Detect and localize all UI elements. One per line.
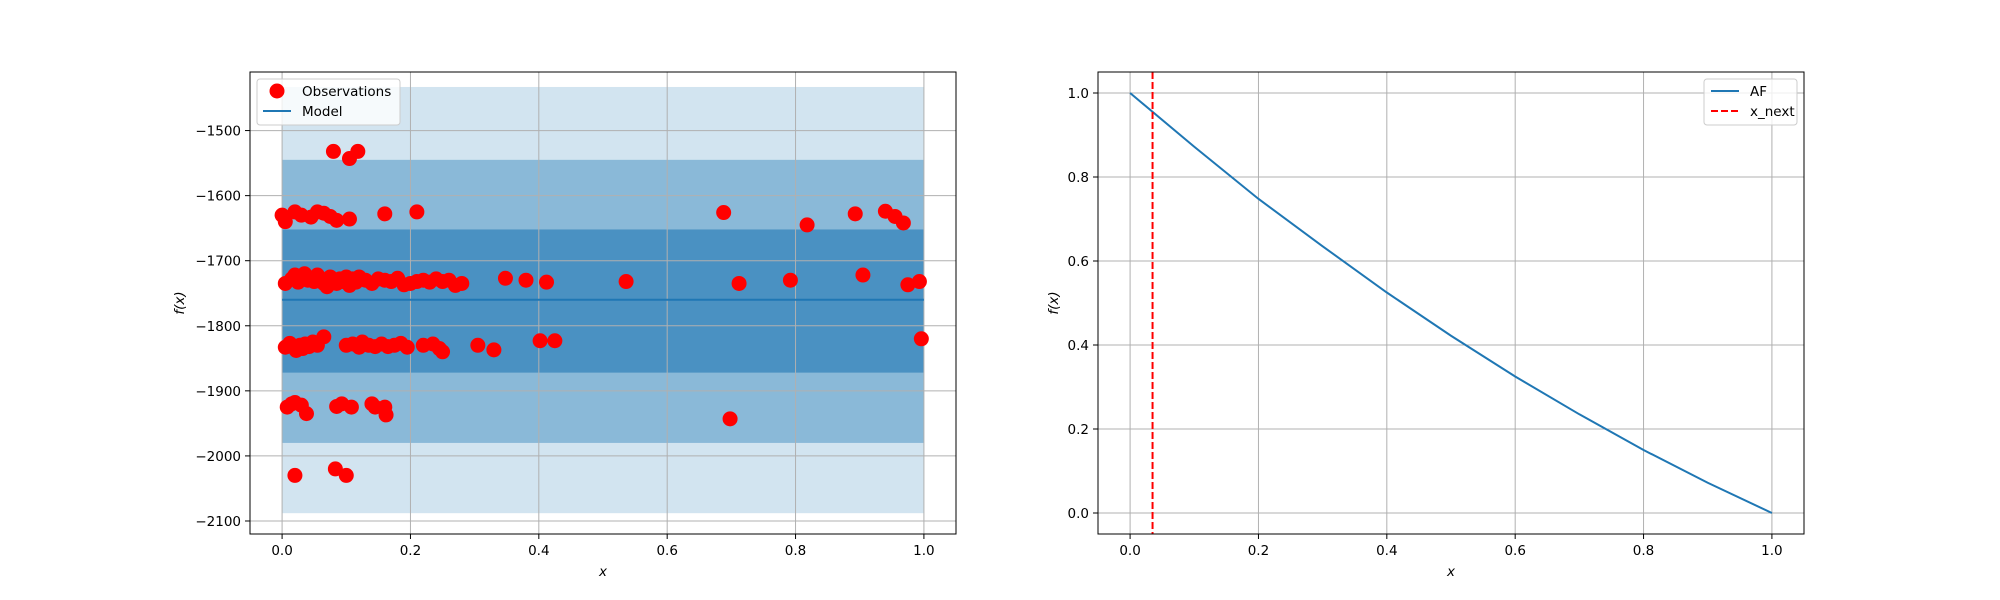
x-tick-label: 0.2 [400,543,421,559]
observation-point [547,333,563,349]
legend-label-x-next: x_next [1750,104,1795,120]
y-tick-label: −2000 [195,449,241,465]
observation-point [341,211,357,227]
observation-point [900,277,916,293]
y-axis-label: f(x) [172,291,188,314]
observation-point [454,275,470,291]
observation-point [378,407,394,423]
observation-point [847,206,863,222]
y-tick-label: 0.6 [1068,254,1089,270]
observation-point [716,205,732,221]
x-axis-label: x [1446,564,1456,580]
observation-point [470,337,486,353]
legend: AF x_next [1703,78,1798,126]
y-tick-label: 0.0 [1068,506,1089,522]
x-tick-label: 1.0 [913,543,934,559]
observation-point [298,406,314,422]
y-axis-ticks: 0.0 0.2 0.4 0.6 0.8 1.0 [1068,86,1098,522]
observation-point [377,206,393,222]
observation-point [799,217,815,233]
observation-point [338,467,354,483]
observation-point [327,461,343,477]
observation-point [277,214,293,230]
af-line [1129,92,1773,514]
acquisition-function-chart: 0.0 0.2 0.4 0.6 0.8 1.0 0.00.20.40.60.81.0 x … [1046,71,1805,580]
plot-frame [1097,71,1805,535]
observation-point [782,272,798,288]
y-axis-label: f(x) [1046,291,1062,314]
observation-point [618,274,634,290]
x-tick-label: 0.0 [1119,543,1140,559]
observation-point [287,467,303,483]
y-axis-ticks: −2100 −2000 −1900 −1800 −1700 −1600 −1500 [195,124,250,530]
observation-point [325,143,341,159]
x-tick-label: 0.2 [1248,543,1269,559]
y-tick-label: 0.4 [1068,338,1089,354]
observations-series [274,143,929,483]
x-tick-label: 0.6 [1504,543,1525,559]
x-axis-ticks: 0.0 0.2 0.4 0.6 0.8 1.0 [271,534,935,559]
observation-point [911,274,927,290]
observation-point [486,342,502,358]
x-tick-label: 0.8 [1633,543,1654,559]
y-tick-label: −1800 [195,319,241,335]
legend-marker-observations [269,83,285,99]
x-tick-label: 1.0 [1761,543,1782,559]
y-tick-label: −1600 [195,189,241,205]
y-tick-label: −1500 [195,124,241,140]
observation-point [895,215,911,231]
grid-lines [250,72,956,534]
observation-point [497,270,513,286]
observation-point [343,399,359,415]
observation-point [532,333,548,349]
x-tick-label: 0.6 [656,543,677,559]
observation-point [913,331,929,347]
observation-point [399,339,415,355]
y-tick-label: −2100 [195,514,241,530]
observation-point [722,411,738,427]
x-tick-label: 0.4 [1376,543,1397,559]
y-tick-label: −1700 [195,254,241,270]
x-axis-label: x [598,564,608,580]
x-axis-ticks: 0.0 0.2 0.4 0.6 0.8 1.0 [1119,534,1783,559]
legend-label-observations: Observations [302,84,391,100]
y-tick-label: −1900 [195,384,241,400]
legend-label-model: Model [302,104,343,120]
legend-box [256,78,401,126]
observation-point [539,274,555,290]
y-tick-label: 1.0 [1068,86,1089,102]
y-tick-label: 0.2 [1068,422,1089,438]
observation-point [731,275,747,291]
observation-point [855,267,871,283]
plot-area [1098,72,1804,534]
observation-point [316,329,332,345]
x-tick-label: 0.0 [271,543,292,559]
grid-lines [1098,72,1804,534]
x-tick-label: 0.8 [785,543,806,559]
observation-point [435,344,451,360]
observations-chart: 0.0 0.2 0.4 0.6 0.8 1.0 −2100−2000−1900−1800−… [172,71,957,580]
observation-point [350,143,366,159]
legend: Observations Model [256,78,401,126]
observation-point [518,272,534,288]
y-tick-label: 0.8 [1068,170,1089,186]
plot-frame [249,71,957,535]
af-series [1129,92,1773,514]
x-tick-label: 0.4 [528,543,549,559]
legend-label-af: AF [1750,84,1767,100]
observation-point [329,212,345,228]
observation-point [409,204,425,220]
